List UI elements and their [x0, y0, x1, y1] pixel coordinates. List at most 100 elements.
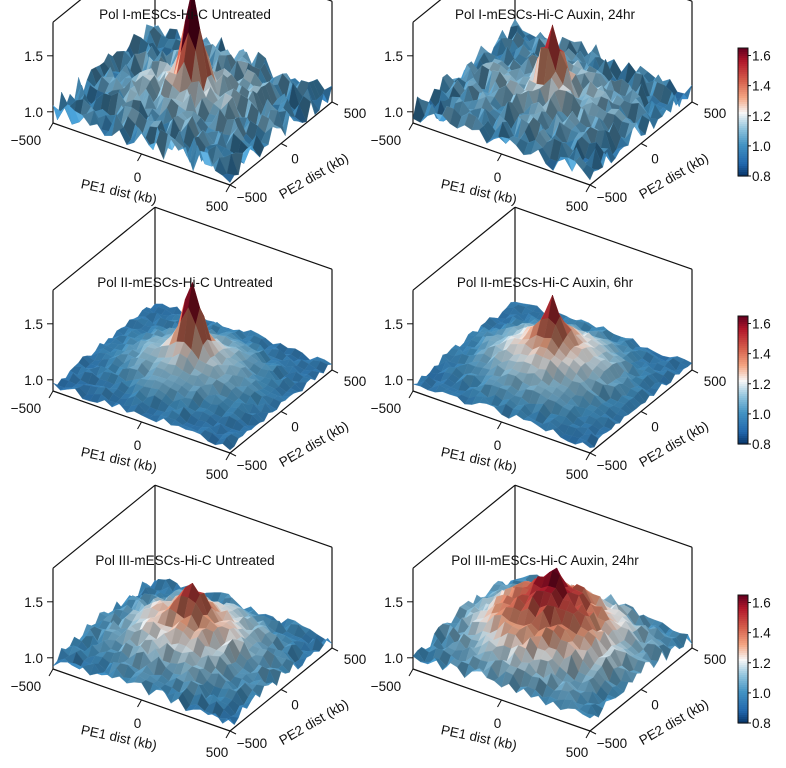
x-tick-label: 0 [134, 170, 142, 185]
surface-mesh [52, 281, 333, 451]
colorbar-segment [738, 136, 748, 139]
z-tick-label: 1.5 [384, 317, 403, 332]
colorbar-segment [738, 68, 748, 71]
x-tick-mark [137, 699, 142, 708]
y-tick-label: 0 [291, 420, 299, 435]
colorbar-segment [738, 84, 748, 87]
colorbar-segment [738, 92, 748, 95]
z-tick-label: 1.0 [384, 105, 403, 120]
surface-mesh [412, 567, 693, 719]
y-tick-label: 500 [704, 106, 727, 121]
colorbar-segment [738, 148, 748, 151]
panel-title: Pol I-mESCs-Hi-C Untreated [99, 7, 271, 22]
colorbar-segment [738, 108, 748, 111]
colorbar-segment [738, 126, 748, 129]
x-tick-mark [585, 452, 591, 461]
colorbar-segment [738, 124, 748, 127]
colorbar: 0.8 1.0 1.2 1.4 1.6 [737, 47, 771, 184]
x-tick-label: 500 [206, 467, 229, 482]
y-tick-mark [589, 184, 597, 189]
box-edge-back-top-left [52, 0, 82, 23]
x-tick-mark [48, 668, 54, 677]
y-tick-mark [331, 101, 339, 106]
z-tick-label: 1.0 [24, 651, 43, 666]
surface-facet [222, 173, 235, 183]
colorbar-tick-label: 1.0 [752, 686, 771, 701]
colorbar-segment [738, 102, 748, 105]
colorbar-tick-label: 0.8 [752, 437, 771, 452]
colorbar-segment [738, 156, 748, 159]
colorbar-segment [738, 140, 748, 143]
x-tick-label: 0 [494, 170, 502, 185]
surface-panel-5: Pol III-mESCs-Hi-C Untreated 1.0 1.5 −500 0 5… [11, 484, 366, 760]
x-tick-label: 500 [566, 467, 589, 482]
y-tick-label: 500 [704, 374, 727, 389]
colorbar-tick-label: 1.0 [752, 139, 771, 154]
x-tick-label: −500 [371, 133, 401, 148]
y-tick-label: −500 [237, 190, 267, 205]
surface-panel-4: Pol II-mESCs-Hi-C Auxin, 6hr 1.0 1.5 −500 0 5… [371, 206, 727, 482]
y-tick-label: −500 [237, 458, 267, 473]
x-tick-mark [585, 730, 591, 739]
y-tick-label: 500 [344, 106, 367, 121]
colorbar-tick-label: 1.6 [752, 49, 771, 64]
x-tick-mark [137, 421, 142, 430]
x-axis-label: PE1 dist (kb) [80, 176, 159, 207]
y-tick-mark [280, 411, 288, 415]
surface-panel-2: Pol I-mESCs-Hi-C Auxin, 24hr 1.0 1.5 −500 0 5… [371, 0, 726, 214]
x-tick-mark [497, 153, 502, 162]
y-axis-label: PE2 dist (kb) [277, 150, 351, 202]
colorbar-segment [738, 88, 748, 91]
colorbar-segment [738, 54, 748, 57]
y-tick-label: −500 [597, 736, 627, 751]
colorbar-segment [738, 90, 748, 93]
y-tick-mark [331, 647, 339, 652]
y-axis-label: PE2 dist (kb) [277, 696, 351, 748]
colorbar-tick-label: 1.4 [752, 626, 771, 641]
x-tick-mark [48, 390, 54, 399]
x-tick-label: 0 [134, 438, 142, 453]
x-tick-mark [225, 184, 231, 193]
colorbar: 0.8 1.0 1.2 1.4 1.6 [737, 594, 771, 731]
x-axis-label: PE1 dist (kb) [80, 444, 159, 475]
x-tick-label: 0 [494, 716, 502, 731]
y-tick-mark [589, 730, 597, 735]
x-tick-mark [497, 421, 502, 430]
x-tick-label: −500 [11, 401, 41, 416]
colorbar-segment [738, 62, 748, 65]
box-edge-back-top-right [686, 0, 693, 2]
y-tick-mark [691, 101, 699, 106]
x-tick-label: 0 [134, 716, 142, 731]
x-tick-label: 500 [566, 745, 589, 760]
colorbar-segment [738, 76, 748, 79]
y-axis-label: PE2 dist (kb) [277, 418, 351, 470]
y-tick-mark [229, 184, 237, 189]
y-tick-mark [331, 369, 339, 374]
surface-panel-6: Pol III-mESCs-Hi-C Auxin, 24hr 1.0 1.5 −500… [371, 484, 727, 760]
colorbar-segment [738, 142, 748, 145]
y-axis-label: PE2 dist (kb) [637, 150, 711, 202]
x-tick-mark [497, 699, 502, 708]
z-tick-label: 1.5 [384, 49, 403, 64]
colorbar-tick-label: 1.6 [752, 596, 771, 611]
colorbar-segment [738, 138, 748, 141]
z-tick-label: 1.5 [24, 49, 43, 64]
surface-mesh [412, 294, 693, 448]
y-tick-mark [691, 647, 699, 652]
surface-mesh [52, 0, 333, 183]
colorbar-segment [738, 94, 748, 97]
y-tick-label: 500 [704, 652, 727, 667]
box-edge-back-top-right [154, 484, 333, 548]
colorbar-segment [738, 82, 748, 85]
y-tick-label: 500 [344, 374, 367, 389]
y-tick-mark [229, 730, 237, 735]
y-tick-label: −500 [237, 736, 267, 751]
x-tick-mark [585, 184, 591, 193]
colorbar-segment [738, 118, 748, 121]
colorbar-segment [738, 172, 748, 175]
y-tick-label: 0 [291, 152, 299, 167]
colorbar-segment [738, 56, 748, 59]
colorbar-tick-label: 1.4 [752, 347, 771, 362]
colorbar-segment [738, 170, 748, 173]
x-tick-mark [225, 730, 231, 739]
